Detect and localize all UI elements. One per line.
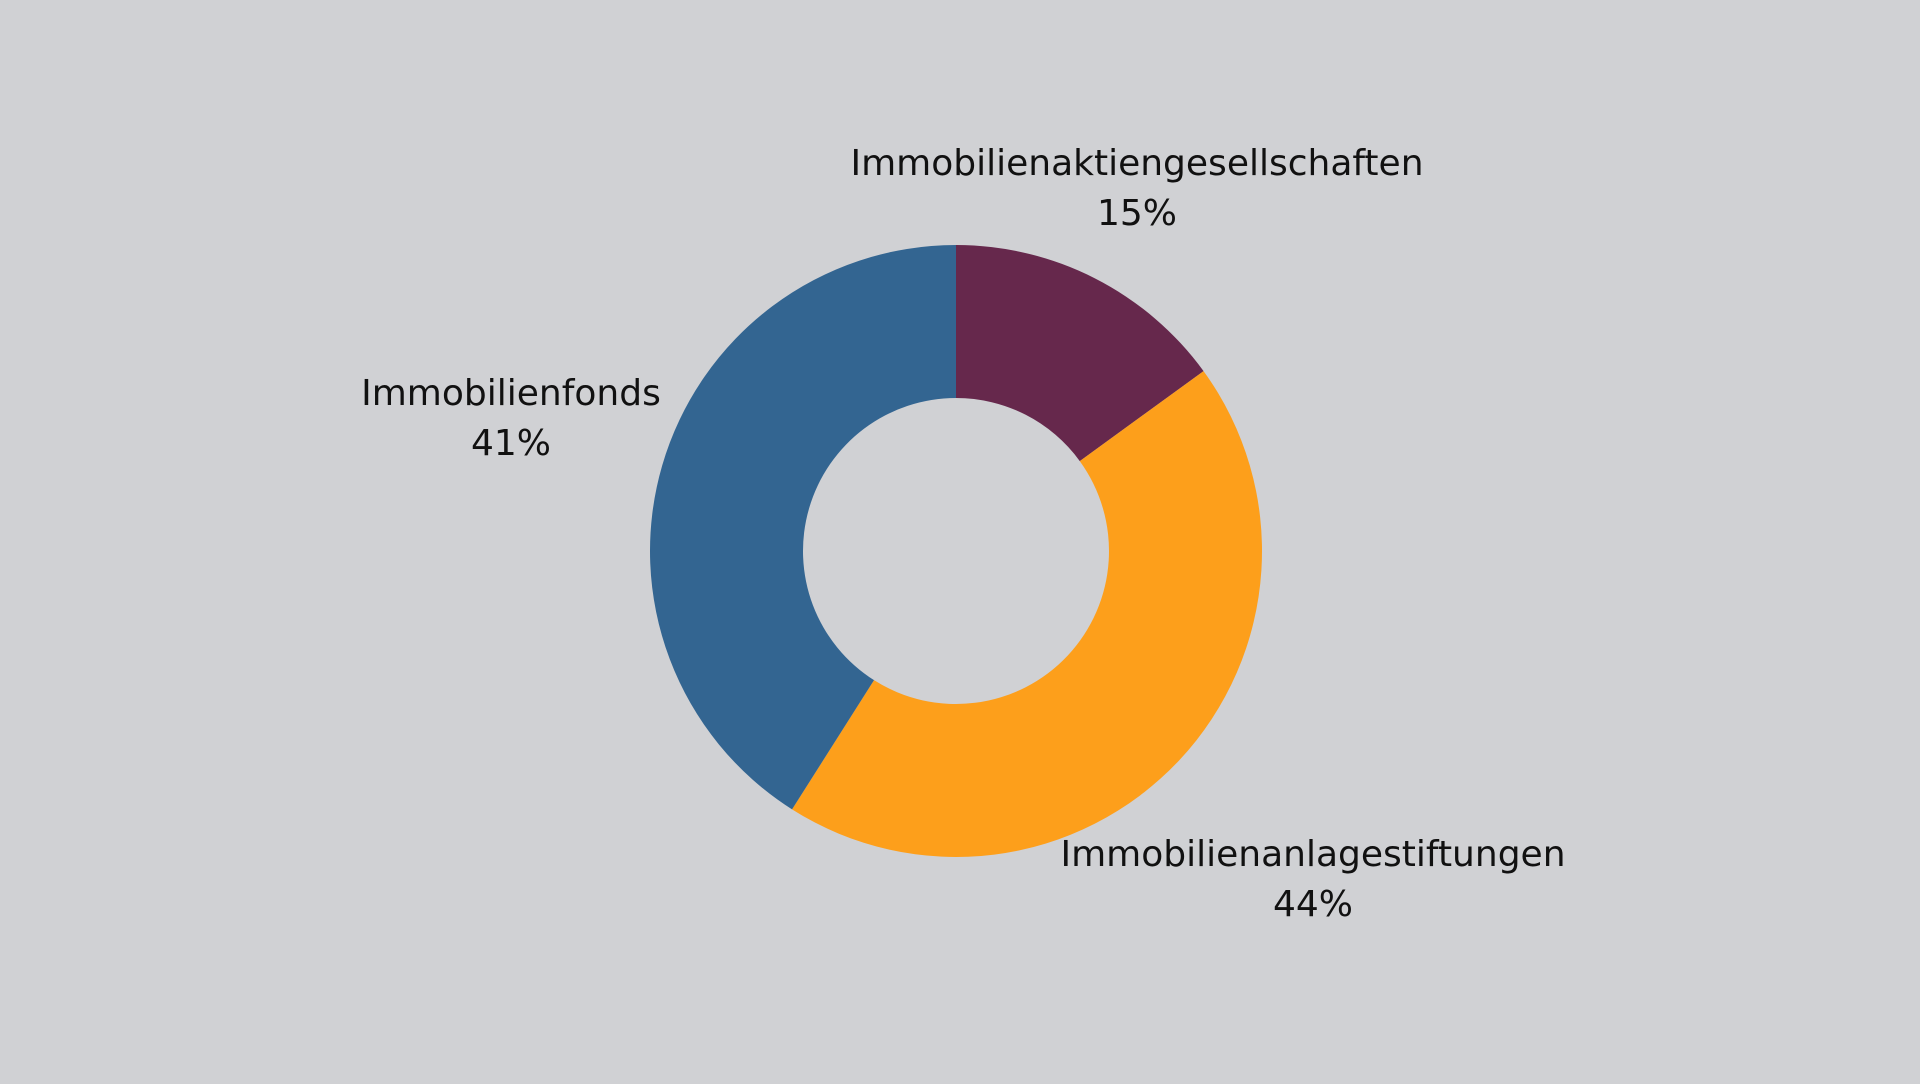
slice-label: Immobilienfonds <box>361 373 661 414</box>
donut-slice <box>956 245 1204 462</box>
slice-value-label: 41% <box>471 423 551 464</box>
slice-value-label: 15% <box>1097 193 1177 234</box>
slice-value-label: 44% <box>1273 884 1353 925</box>
slice-label: Immobilienaktiengesellschaften <box>850 143 1423 184</box>
slice-label: Immobilienanlagestiftungen <box>1060 834 1565 875</box>
donut-slice <box>650 245 956 810</box>
donut-slice <box>792 371 1262 857</box>
